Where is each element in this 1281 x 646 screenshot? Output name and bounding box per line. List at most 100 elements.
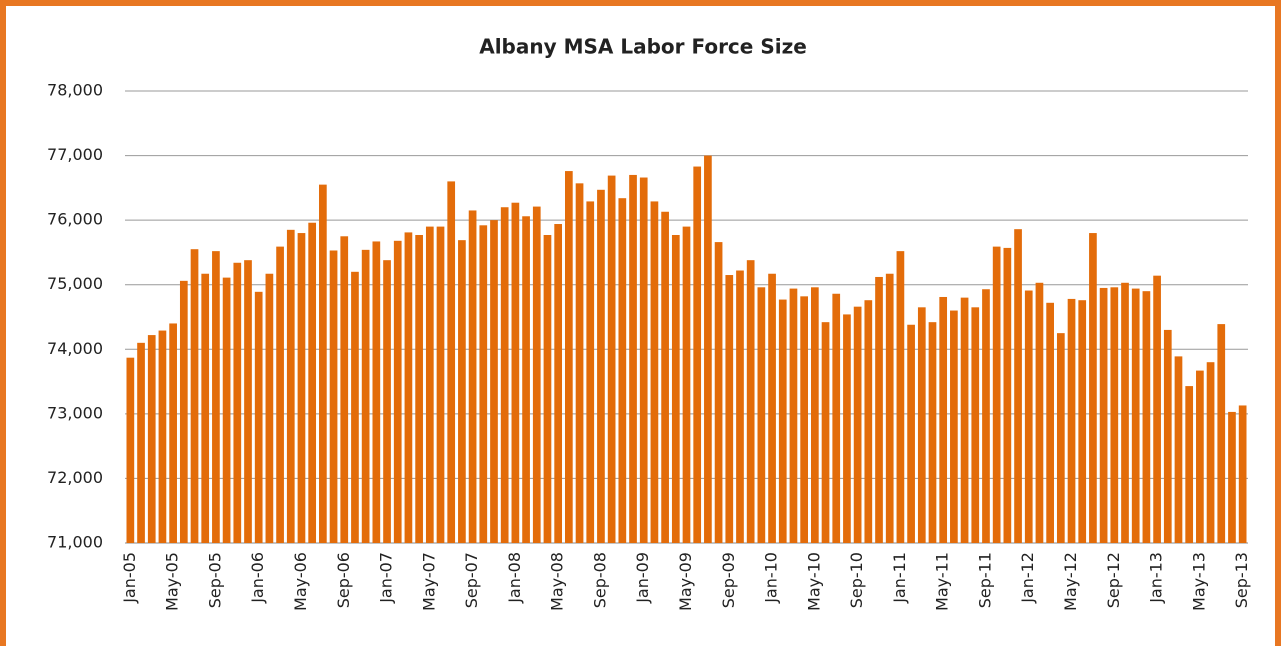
- x-tick-label: Jan-12: [1018, 552, 1037, 604]
- bar: [1014, 229, 1022, 543]
- bar: [511, 202, 520, 544]
- x-tick-label: Sep-08: [590, 552, 609, 608]
- bar: [393, 240, 402, 543]
- bar: [671, 234, 680, 543]
- bar: [126, 357, 135, 543]
- bar: [565, 171, 573, 543]
- x-tick-label: May-08: [548, 552, 567, 611]
- y-tick-label: 77,000: [47, 145, 103, 164]
- bar: [864, 300, 873, 543]
- bar: [650, 201, 659, 543]
- bar: [244, 260, 252, 543]
- bar: [1046, 302, 1054, 543]
- bar: [810, 287, 819, 543]
- bar: [201, 273, 210, 543]
- bar: [522, 216, 530, 544]
- y-tick-label: 75,000: [47, 274, 103, 293]
- bar: [554, 224, 563, 543]
- bar: [746, 260, 755, 543]
- bar: [693, 166, 702, 543]
- x-tick-label: Sep-10: [847, 552, 866, 608]
- y-tick-label: 76,000: [47, 210, 103, 229]
- bar: [383, 260, 391, 543]
- y-tick-label: 78,000: [47, 81, 103, 100]
- bar: [832, 293, 841, 543]
- x-tick-label: Sep-13: [1232, 552, 1251, 608]
- bar: [543, 234, 552, 543]
- x-tick-label: Jan-07: [377, 552, 396, 604]
- bar: [329, 250, 338, 543]
- bar: [158, 330, 167, 543]
- bar: [917, 307, 926, 543]
- x-tick-label: Jan-13: [1147, 552, 1166, 604]
- bar: [768, 273, 776, 543]
- x-tick-label: Sep-05: [205, 552, 224, 608]
- bar: [971, 307, 980, 543]
- bar: [704, 155, 712, 544]
- bar: [1196, 370, 1204, 543]
- bar: [447, 181, 456, 543]
- bar: [1142, 291, 1151, 543]
- bar: [607, 175, 616, 544]
- bar: [1185, 386, 1194, 543]
- bar: [1035, 282, 1044, 543]
- bar: [222, 277, 231, 543]
- bar: [404, 232, 413, 543]
- bar: [1024, 290, 1033, 543]
- bar: [586, 201, 595, 543]
- bar: [939, 296, 948, 543]
- bar: [458, 240, 466, 543]
- bar: [778, 299, 787, 543]
- bar: [1078, 300, 1087, 543]
- x-tick-label: Jan-10: [762, 552, 781, 604]
- x-tick-label: May-13: [1189, 552, 1208, 611]
- bar: [286, 229, 295, 544]
- bar: [372, 241, 381, 544]
- bar: [308, 222, 317, 543]
- bar: [425, 226, 434, 543]
- bar: [1121, 282, 1129, 543]
- bar: [843, 314, 851, 543]
- bar: [147, 335, 156, 543]
- bar: [233, 262, 242, 543]
- x-tick-label: Jan-08: [505, 552, 524, 604]
- bar: [532, 206, 541, 543]
- bar: [885, 273, 894, 543]
- bar: [597, 189, 605, 543]
- bar: [714, 242, 723, 543]
- bar: [179, 280, 188, 543]
- bar: [490, 220, 498, 543]
- x-tick-label: Sep-11: [975, 552, 994, 608]
- bar: [479, 225, 488, 543]
- x-tick-label: Sep-06: [334, 552, 353, 608]
- bar: [1163, 329, 1172, 543]
- bar: [639, 177, 648, 544]
- bar: [982, 289, 990, 543]
- bar: [789, 288, 798, 543]
- bar: [1217, 324, 1226, 543]
- bar: [276, 246, 284, 544]
- x-tick-label: Sep-12: [1104, 552, 1123, 608]
- x-tick-label: Jan-05: [120, 552, 139, 604]
- bar: [896, 251, 905, 543]
- x-tick-label: May-11: [933, 552, 952, 611]
- x-tick-label: Sep-09: [719, 552, 738, 608]
- bar: [212, 251, 220, 543]
- bar: [875, 276, 883, 543]
- y-tick-label: 73,000: [47, 403, 103, 422]
- bar: [1067, 298, 1076, 543]
- bar: [137, 342, 145, 543]
- bar: [1131, 288, 1140, 543]
- bar: [1174, 356, 1183, 543]
- bar: [950, 310, 958, 543]
- bar: [1238, 405, 1247, 543]
- bar: [821, 322, 830, 543]
- bar: [1206, 362, 1215, 543]
- bar: [618, 198, 627, 543]
- bar: [661, 211, 669, 543]
- x-tick-label: May-10: [804, 552, 823, 611]
- x-tick-label: Jan-11: [890, 552, 909, 604]
- bar: [1153, 275, 1161, 543]
- bar: [468, 210, 477, 543]
